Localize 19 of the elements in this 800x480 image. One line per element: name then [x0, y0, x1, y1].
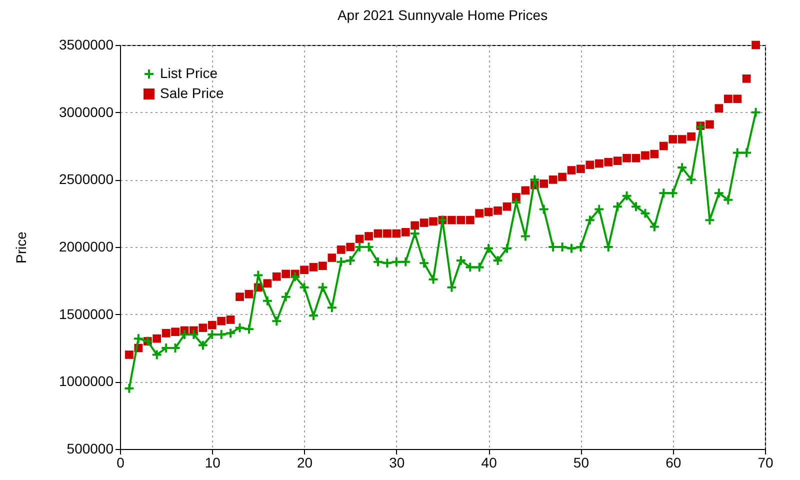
x-tick-label: 10 [204, 454, 221, 470]
y-tick-label: 3500000 [58, 36, 114, 52]
y-tick-label: 500000 [66, 440, 114, 456]
x-tick-label: 50 [573, 454, 590, 470]
x-tick-label: 0 [116, 454, 125, 470]
y-tick-label: 1500000 [58, 306, 114, 322]
x-tick-label: 70 [758, 454, 774, 470]
y-tick-label: 2000000 [58, 238, 114, 254]
legend-label: Sale Price [160, 85, 224, 101]
x-tick-label: 20 [296, 454, 313, 470]
x-tick-label: 40 [481, 454, 498, 470]
y-axis-title: Price [12, 231, 29, 264]
x-tick-label: 60 [666, 454, 682, 470]
y-tick-label: 1000000 [58, 373, 114, 390]
chart-title: Apr 2021 Sunnyvale Home Prices [337, 7, 548, 23]
y-tick-label: 2500000 [58, 171, 114, 188]
x-tick-label: 30 [389, 454, 405, 470]
y-tick-label: 3000000 [58, 104, 114, 120]
legend-label: List Price [160, 65, 218, 81]
